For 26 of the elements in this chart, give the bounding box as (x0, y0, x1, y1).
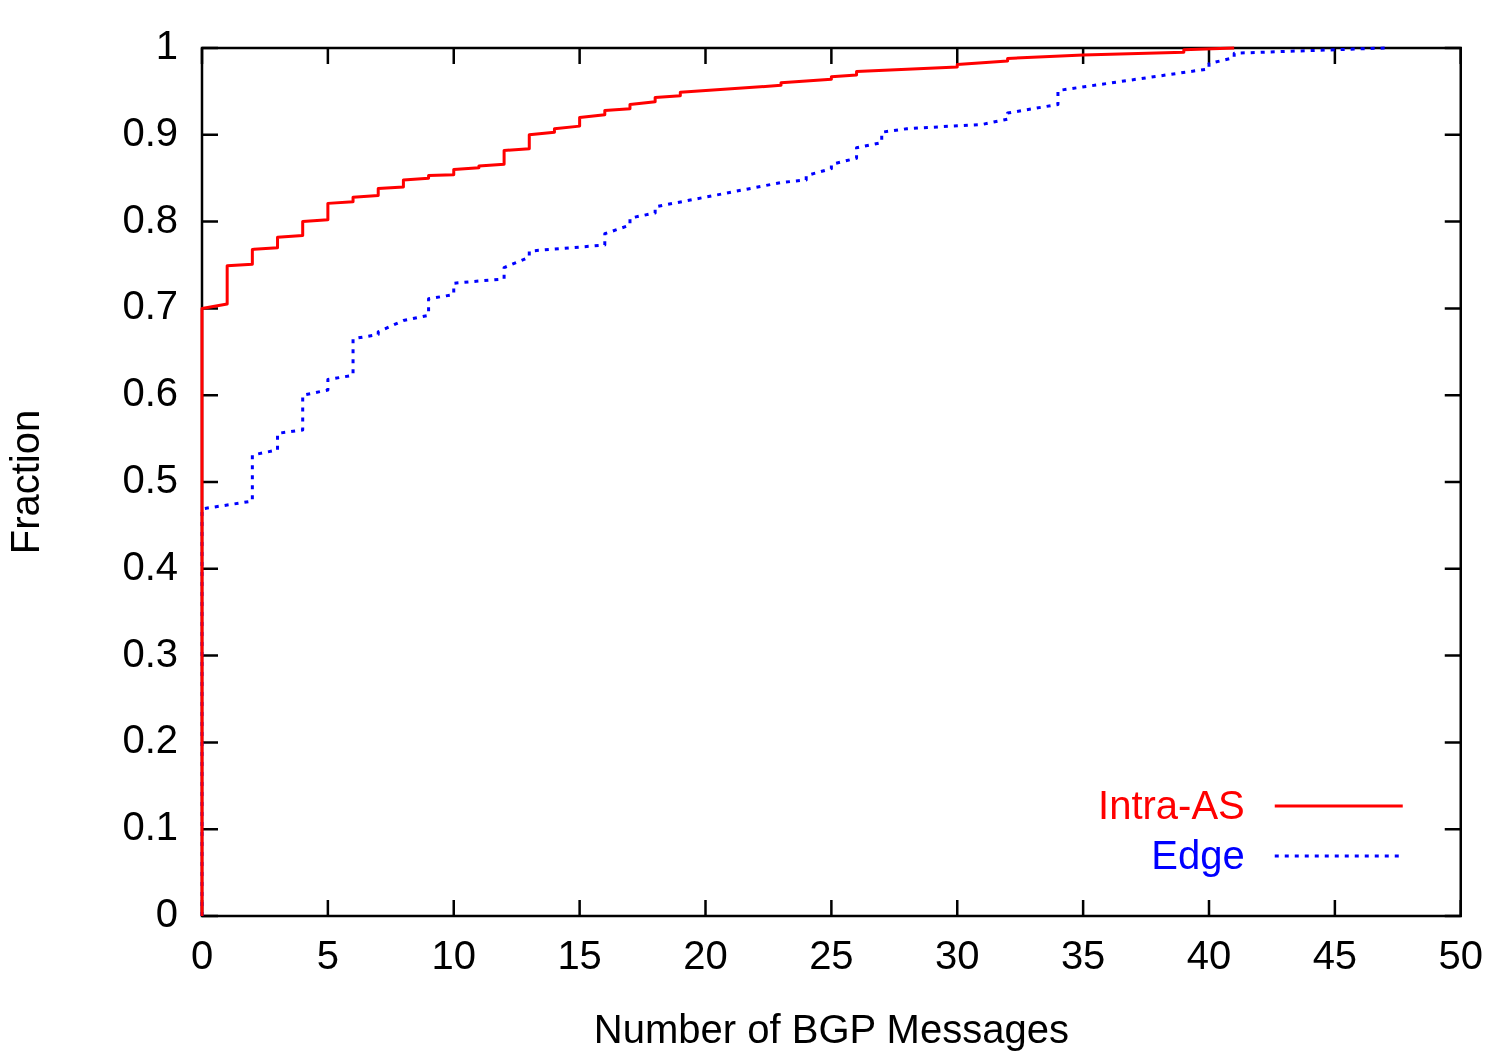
y-tick-label: 1 (155, 23, 178, 68)
x-tick-label: 30 (935, 933, 980, 978)
y-tick-label: 0.6 (122, 370, 178, 415)
y-tick-label: 0.7 (122, 283, 178, 328)
legend-label: Intra-AS (1098, 783, 1245, 828)
x-tick-label: 15 (557, 933, 602, 978)
x-tick-label: 45 (1312, 933, 1358, 978)
y-tick-label: 0.2 (122, 717, 178, 762)
legend-label: Edge (1151, 833, 1245, 878)
x-tick-label: 50 (1438, 933, 1483, 978)
y-tick-label: 0.3 (122, 630, 178, 675)
y-tick-label: 0.5 (122, 457, 178, 502)
y-tick-label: 0.8 (122, 196, 178, 241)
x-tick-label: 0 (190, 933, 214, 978)
y-tick-label: 0.1 (122, 804, 178, 849)
x-tick-label: 5 (316, 933, 339, 978)
x-tick-label: 40 (1186, 933, 1232, 978)
y-axis-title: Fraction (3, 409, 48, 555)
y-tick-label: 0.9 (122, 109, 178, 154)
x-tick-label: 25 (809, 933, 854, 978)
x-tick-label: 20 (683, 933, 728, 978)
x-tick-label: 35 (1060, 933, 1106, 978)
x-tick-label: 10 (431, 933, 476, 978)
y-tick-label: 0.4 (122, 543, 178, 588)
x-axis-title: Number of BGP Messages (593, 1007, 1069, 1052)
y-tick-label: 0 (155, 891, 178, 936)
